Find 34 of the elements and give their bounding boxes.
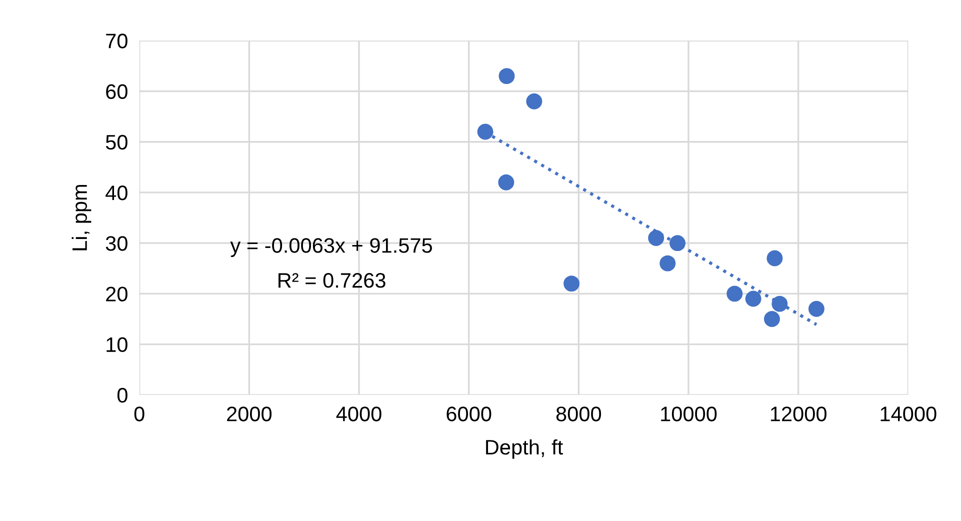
point bbox=[498, 174, 514, 190]
point bbox=[764, 311, 780, 327]
point bbox=[498, 68, 515, 84]
point bbox=[660, 255, 676, 272]
y-tick-label: 20 bbox=[106, 286, 128, 302]
y-axis-title: Li, ppm bbox=[72, 184, 92, 250]
y-tick-label: 60 bbox=[106, 84, 128, 100]
point bbox=[772, 296, 788, 312]
point bbox=[648, 230, 664, 246]
point bbox=[745, 290, 762, 307]
point bbox=[477, 124, 494, 140]
x-tick-label: 8000 bbox=[556, 406, 602, 422]
y-tick-label: 70 bbox=[106, 34, 128, 48]
x-tick-label: 14000 bbox=[880, 406, 936, 422]
point bbox=[766, 250, 783, 266]
y-tick-label: 30 bbox=[106, 236, 128, 251]
x-tick-label: 2000 bbox=[227, 406, 272, 422]
x-tick-label: 0 bbox=[134, 406, 144, 422]
y-tick-label: 10 bbox=[106, 337, 128, 352]
point bbox=[526, 93, 542, 110]
y-tick-label: 50 bbox=[106, 134, 128, 150]
x-tick-label: 12000 bbox=[770, 406, 826, 422]
point bbox=[564, 276, 580, 292]
point bbox=[808, 300, 824, 317]
x-tick-label: 6000 bbox=[446, 406, 492, 422]
x-axis-title: Depth, ft bbox=[486, 439, 563, 459]
x-tick-label: 10000 bbox=[661, 406, 717, 422]
point bbox=[670, 235, 686, 252]
y-tick-label: 0 bbox=[117, 388, 128, 403]
annotation: R² = 0.7263 bbox=[278, 273, 386, 288]
x-tick-label: 4000 bbox=[336, 406, 382, 422]
point bbox=[726, 286, 743, 302]
annotation: y = -0.0063x + 91.575 bbox=[230, 238, 432, 258]
y-tick-label: 40 bbox=[106, 185, 128, 200]
